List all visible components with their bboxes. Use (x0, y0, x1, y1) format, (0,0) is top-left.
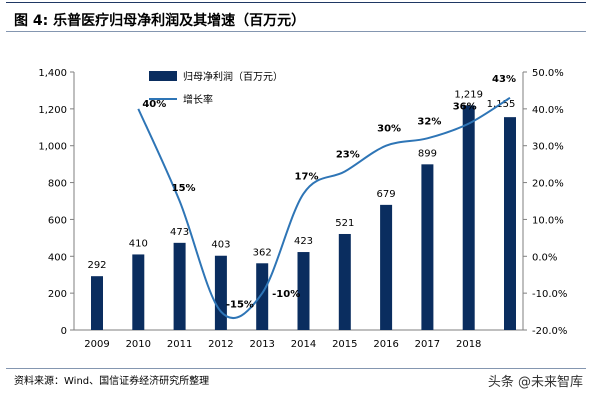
left-axis-tick-label: 400 (48, 252, 67, 263)
x-axis-tick-label: 2011 (167, 339, 192, 350)
legend-bar-swatch (149, 71, 177, 81)
growth-value-label: 43% (492, 74, 516, 85)
figure-title: 图 4: 乐普医疗归母净利润及其增速（百万元） (14, 13, 306, 29)
left-axis-tick-label: 800 (48, 179, 67, 190)
header-top-rule (6, 2, 586, 3)
bar (132, 254, 145, 330)
x-axis-tick-label: 2018 (456, 339, 481, 350)
bar (256, 263, 269, 330)
left-axis-tick-label: 600 (48, 215, 67, 226)
right-axis-tick-label: 40.0% (532, 105, 564, 116)
x-axis-tick-label: 2012 (208, 339, 233, 350)
right-axis-tick-label: 50.0% (532, 68, 564, 79)
figure-header: 图 4: 乐普医疗归母净利润及其增速（百万元） (6, 2, 586, 32)
bar-value-label: 423 (294, 236, 313, 247)
growth-value-label: -15% (226, 300, 254, 311)
growth-value-label: 30% (377, 124, 401, 135)
growth-value-label: 32% (417, 116, 441, 127)
bar-value-label: 292 (87, 260, 106, 271)
bar-value-label: 403 (211, 240, 230, 251)
growth-rate-line (137, 96, 511, 319)
right-axis-tick-label: 10.0% (532, 215, 564, 226)
right-axis-tick-label: -10.0% (532, 289, 567, 300)
footer-rule (6, 368, 586, 369)
x-axis-tick-label: 2016 (373, 339, 398, 350)
growth-value-label: 15% (172, 183, 196, 194)
x-axis-tick-label: 2010 (126, 339, 151, 350)
right-axis-tick-label: 30.0% (532, 142, 564, 153)
bar-value-label: 1,219 (454, 89, 483, 100)
bar (462, 105, 475, 330)
left-axis-tick-label: 1,400 (38, 68, 67, 79)
growth-value-label: -10% (272, 289, 300, 300)
x-axis-tick-label: 2009 (84, 339, 109, 350)
right-axis-tick-label: 20.0% (532, 179, 564, 190)
growth-value-label: 23% (336, 150, 360, 161)
left-axis-tick-label: 1,000 (38, 142, 67, 153)
bar-value-label: 521 (335, 218, 354, 229)
left-axis-tick-label: 200 (48, 289, 67, 300)
bar-value-label: 410 (129, 238, 148, 249)
bar (91, 276, 103, 330)
growth-value-label: 17% (295, 172, 319, 183)
source-note: 资料来源：Wind、国信证券经济研究所整理 (14, 376, 210, 387)
growth-value-label: 40% (142, 99, 166, 110)
bar-value-label: 679 (377, 189, 396, 200)
left-axis-tick-label: 0 (61, 326, 67, 337)
bar-value-label: 362 (253, 247, 272, 258)
right-axis-tick-label: -20.0% (532, 326, 567, 337)
header-bottom-rule (6, 31, 586, 32)
watermark: 头条 @未来智库 (487, 375, 583, 390)
bar (338, 233, 351, 330)
bar-value-label: 473 (170, 227, 189, 238)
bar-value-label: 899 (418, 148, 437, 159)
growth-value-label: 36% (453, 102, 477, 113)
x-axis-tick-label: 2014 (291, 339, 316, 350)
bar (504, 117, 516, 331)
x-axis-tick-label: 2015 (332, 339, 357, 350)
chart-area: 0 200 400 600 800 1,000 1,200 1,400 -20.0% -10.0%… (38, 68, 567, 350)
x-axis-tick-label: 2017 (415, 339, 440, 350)
bar (297, 252, 310, 330)
bar (380, 204, 393, 330)
legend-bar-label: 归母净利润（百万元） (183, 70, 283, 83)
left-axis-tick-label: 1,200 (38, 105, 67, 116)
bar (421, 164, 434, 330)
bar (214, 255, 227, 330)
legend-line-label: 增长率 (183, 93, 213, 106)
bar (173, 242, 186, 330)
right-axis-tick-label: 0.0% (532, 252, 557, 263)
x-axis-tick-label: 2013 (249, 339, 274, 350)
